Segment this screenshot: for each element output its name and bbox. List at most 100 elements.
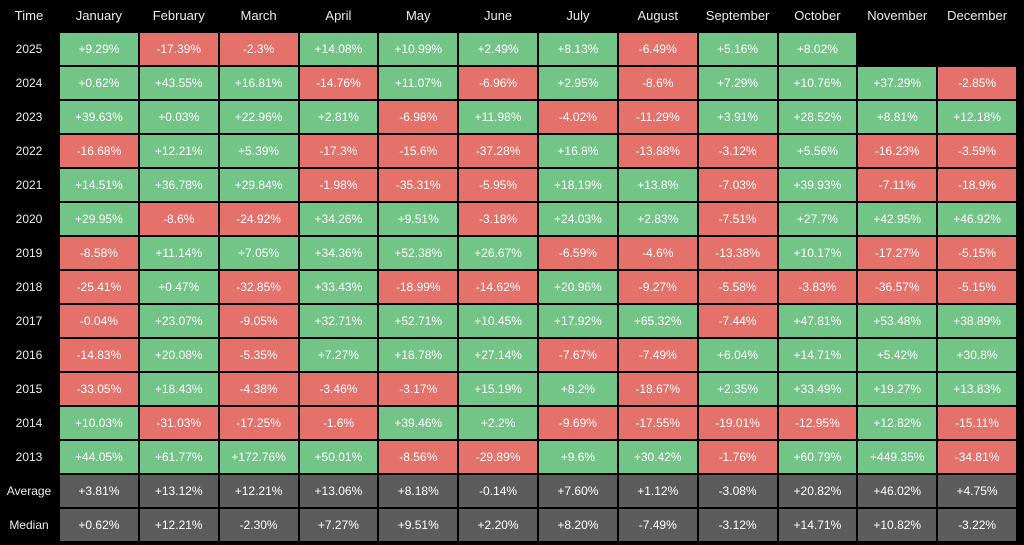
return-cell: +7.27% — [299, 339, 378, 371]
return-cell: -1.6% — [299, 407, 378, 439]
summary-cell: +46.02% — [858, 475, 937, 507]
return-cell: +15.19% — [459, 373, 537, 405]
month-header: May — [405, 8, 431, 23]
return-cell: -14.83% — [60, 339, 138, 371]
return-cell: -2.3% — [219, 33, 298, 65]
return-cell: +2.83% — [618, 203, 697, 235]
return-cell: +17.92% — [539, 305, 617, 337]
return-cell: -0.04% — [60, 305, 138, 337]
return-cell: -9.05% — [219, 305, 298, 337]
return-cell: -32.85% — [219, 271, 298, 303]
return-cell: -19.01% — [698, 407, 777, 439]
return-cell: +7.05% — [219, 237, 298, 269]
return-cell: +18.43% — [139, 373, 218, 405]
return-cell: -12.95% — [778, 407, 857, 439]
year-label: 2016 — [15, 348, 43, 362]
return-cell: +9.29% — [60, 33, 138, 65]
return-cell: -3.12% — [698, 135, 777, 167]
month-header: October — [794, 8, 841, 23]
month-header: February — [152, 8, 205, 23]
return-cell: -6.59% — [539, 237, 617, 269]
return-cell: +47.81% — [778, 305, 857, 337]
return-cell: +0.47% — [139, 271, 218, 303]
return-cell: -7.49% — [618, 339, 697, 371]
return-cell: +28.52% — [778, 101, 857, 133]
summary-label: Median — [9, 518, 49, 532]
summary-label: Average — [6, 484, 52, 498]
return-cell: -8.6% — [618, 67, 697, 99]
return-cell: +36.78% — [139, 169, 218, 201]
return-cell: -17.55% — [618, 407, 697, 439]
return-cell: +46.92% — [938, 203, 1016, 235]
return-cell: +8.81% — [858, 101, 937, 133]
return-cell: +11.14% — [139, 237, 218, 269]
return-cell: -1.98% — [299, 169, 378, 201]
return-cell: +39.93% — [778, 169, 857, 201]
return-cell: -1.76% — [698, 441, 777, 473]
return-cell: -16.23% — [858, 135, 937, 167]
return-cell: +10.99% — [379, 33, 458, 65]
return-cell: -25.41% — [60, 271, 138, 303]
return-cell: +5.56% — [778, 135, 857, 167]
return-cell: -6.96% — [459, 67, 537, 99]
return-cell: -7.44% — [698, 305, 777, 337]
summary-cell: +1.12% — [618, 475, 697, 507]
return-cell: +37.29% — [858, 67, 937, 99]
return-cell: -17.25% — [219, 407, 298, 439]
return-cell: +38.89% — [938, 305, 1016, 337]
month-header: July — [566, 8, 590, 23]
summary-cell: -7.49% — [618, 509, 697, 541]
year-label: 2019 — [15, 246, 43, 260]
summary-cell: +10.82% — [858, 509, 937, 541]
return-cell: +23.07% — [139, 305, 218, 337]
summary-cell: -3.12% — [698, 509, 777, 541]
year-label: 2024 — [15, 76, 43, 90]
return-cell: -36.57% — [858, 271, 937, 303]
return-cell: +30.42% — [618, 441, 697, 473]
summary-cell: -2.30% — [219, 509, 298, 541]
return-cell: +39.63% — [60, 101, 138, 133]
return-cell: +34.36% — [299, 237, 378, 269]
return-cell: +9.6% — [539, 441, 617, 473]
return-cell: +43.55% — [139, 67, 218, 99]
return-cell: -17.3% — [299, 135, 378, 167]
return-cell: +19.27% — [858, 373, 937, 405]
return-cell: +7.29% — [698, 67, 777, 99]
return-cell: -6.98% — [379, 101, 458, 133]
year-label: 2020 — [15, 212, 43, 226]
return-cell: -29.89% — [459, 441, 537, 473]
summary-cell: -3.22% — [938, 509, 1016, 541]
return-cell: +6.04% — [698, 339, 777, 371]
year-label: 2021 — [15, 178, 43, 192]
return-cell: -2.85% — [938, 67, 1016, 99]
return-cell: +12.82% — [858, 407, 937, 439]
return-cell: +52.38% — [379, 237, 458, 269]
month-header: June — [483, 8, 513, 23]
return-cell: +30.8% — [938, 339, 1016, 371]
return-cell: -34.81% — [938, 441, 1016, 473]
summary-cell: +4.75% — [938, 475, 1016, 507]
return-cell: +32.71% — [299, 305, 378, 337]
return-cell: +44.05% — [60, 441, 138, 473]
month-header: April — [325, 8, 352, 23]
year-label: 2025 — [15, 42, 43, 56]
return-cell: +172.76% — [219, 441, 298, 473]
return-cell: -3.59% — [938, 135, 1016, 167]
return-cell: -18.67% — [618, 373, 697, 405]
summary-cell: +20.82% — [778, 475, 857, 507]
return-cell: +10.17% — [778, 237, 857, 269]
return-cell: -37.28% — [459, 135, 537, 167]
summary-cell: +0.62% — [60, 509, 138, 541]
return-cell: -4.02% — [539, 101, 617, 133]
return-cell: +11.98% — [459, 101, 537, 133]
return-cell: -16.68% — [60, 135, 138, 167]
summary-cell: +14.71% — [778, 509, 857, 541]
year-label: 2013 — [15, 450, 43, 464]
return-cell: +14.08% — [299, 33, 378, 65]
return-cell: -14.62% — [459, 271, 537, 303]
return-cell: +39.46% — [379, 407, 458, 439]
month-header: November — [867, 8, 928, 23]
return-cell: +29.84% — [219, 169, 298, 201]
return-cell: +5.16% — [698, 33, 777, 65]
return-cell: -6.49% — [618, 33, 697, 65]
